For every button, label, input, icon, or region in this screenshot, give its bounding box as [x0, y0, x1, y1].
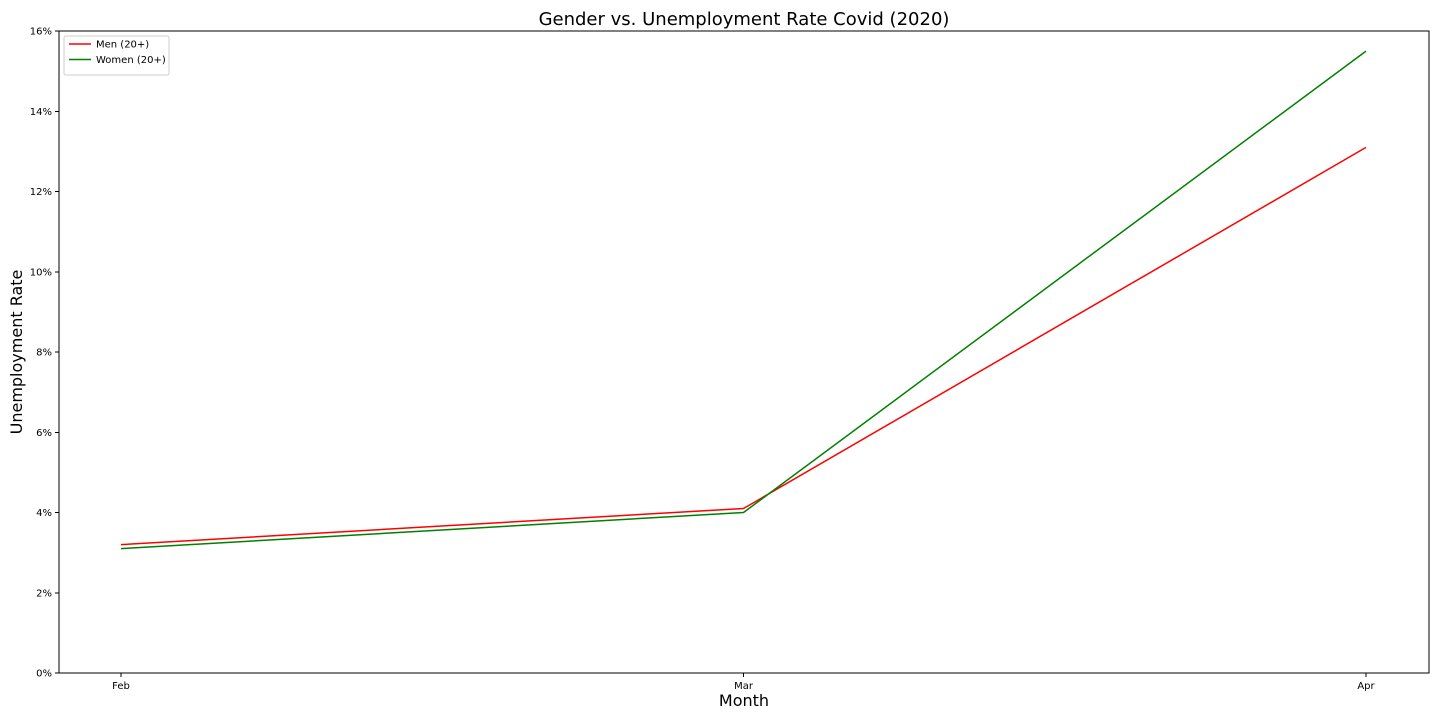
x-axis: Feb Mar Apr [112, 673, 1376, 692]
series-line-women-20 [120, 50, 1367, 550]
y-tick-label: 2% [36, 588, 52, 599]
y-tick-label: 8% [36, 348, 52, 359]
y-tick-label: 16% [30, 27, 52, 38]
plot-frame [58, 30, 1430, 674]
plot-area [58, 30, 1430, 674]
series-layer [120, 50, 1367, 550]
y-tick-label: 0% [36, 669, 52, 680]
legend-box [63, 35, 170, 76]
legend: Men (20+) Women (20+) [63, 35, 170, 76]
series-line-men-20 [120, 146, 1367, 546]
legend-entry: Women (20+) [96, 55, 166, 66]
y-tick-label: 12% [30, 187, 52, 198]
y-tick-label: 6% [36, 428, 52, 439]
y-tick-label: 4% [36, 508, 52, 519]
chart-title: Gender vs. Unemployment Rate Covid (2020… [539, 9, 950, 30]
y-tick-label: 10% [30, 267, 52, 278]
y-tick-label: 14% [30, 107, 52, 118]
x-tick-label: Apr [1357, 681, 1375, 692]
y-axis: 0% 2% 4% 6% 8% 10% 12% 14% 16% [30, 27, 59, 680]
x-tick-label: Feb [112, 681, 130, 692]
x-tick-label: Mar [734, 681, 754, 692]
x-axis-label: Month [719, 691, 769, 710]
legend-entry: Men (20+) [96, 40, 149, 51]
y-axis-label: Unemployment Rate [7, 270, 26, 435]
